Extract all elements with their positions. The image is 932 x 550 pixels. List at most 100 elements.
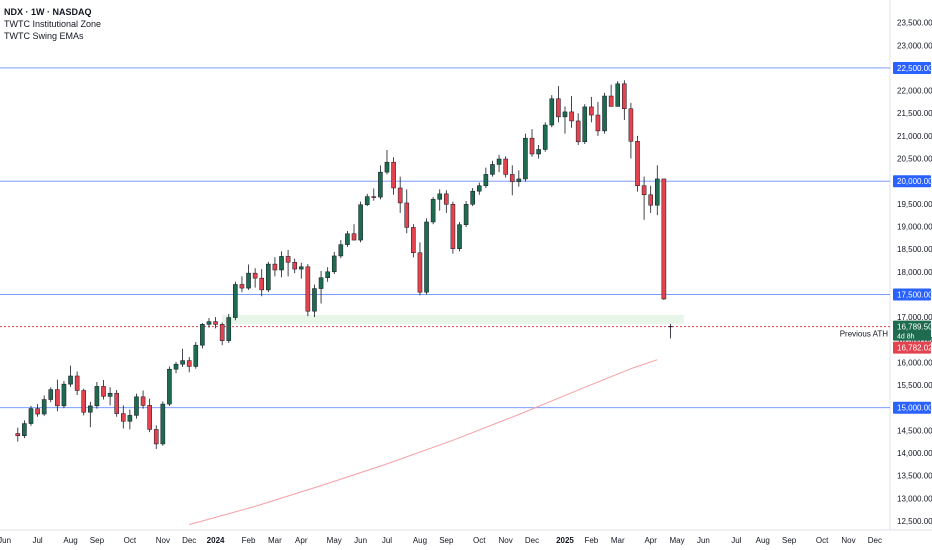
candle — [556, 86, 561, 123]
candle-body — [239, 284, 245, 289]
symbol-title[interactable]: NDX · 1W · NASDAQ — [4, 7, 92, 17]
time-tick-label: Nov — [499, 536, 513, 545]
candle-body — [200, 324, 205, 346]
candle-body — [562, 111, 568, 118]
time-tick-label: Jun — [697, 536, 710, 545]
candle-body — [635, 141, 640, 186]
time-tick-label: Apr — [644, 536, 657, 545]
candle — [233, 281, 238, 321]
price-tick-label: 23,000.00 — [897, 41, 932, 50]
candle — [160, 401, 166, 446]
candle-body — [549, 98, 555, 126]
candle — [490, 160, 495, 177]
time-tick-label: Mar — [268, 536, 282, 545]
price-tick-label: 13,500.00 — [897, 472, 932, 481]
institutional-zone — [222, 314, 684, 325]
price-tick-label: 16,000.00 — [897, 358, 932, 367]
candle — [641, 176, 647, 220]
candle — [437, 189, 443, 211]
candle-body — [523, 137, 528, 180]
candle — [608, 84, 614, 107]
candle — [345, 231, 350, 247]
candle — [114, 390, 119, 417]
candle-body — [397, 187, 403, 204]
candle-body — [28, 408, 34, 424]
price-tick-label: 20,500.00 — [897, 155, 932, 164]
candle — [41, 395, 47, 416]
candle — [536, 144, 541, 159]
price-tick-label: 23,500.00 — [897, 19, 932, 28]
candle-body — [101, 386, 106, 397]
candle-body — [252, 272, 258, 279]
time-tick-label: Feb — [584, 536, 598, 545]
candle-body — [503, 158, 508, 175]
candle — [562, 106, 568, 134]
time-tick-label: Aug — [413, 536, 427, 545]
candle — [35, 404, 40, 417]
candle — [140, 390, 146, 409]
candle-body — [81, 390, 87, 413]
candle-body — [496, 158, 502, 165]
candle-body — [371, 196, 377, 198]
candle — [74, 371, 80, 396]
candle-body — [345, 233, 350, 245]
level-price-badge: 20,000.00 — [893, 175, 932, 188]
current-price-text: 16,789.50 — [897, 323, 932, 332]
level-price-badge: 22,500.00 — [893, 61, 932, 74]
candle — [331, 251, 337, 275]
price-tick-label: 19,500.00 — [897, 200, 932, 209]
time-tick-label: Aug — [63, 536, 77, 545]
time-tick-label: Jul — [731, 536, 741, 545]
current-price-badge: 16,789.50 4d 8h — [893, 320, 932, 341]
candle — [569, 96, 574, 128]
candle-body — [160, 403, 166, 445]
price-tick-label: 14,500.00 — [897, 426, 932, 435]
level-badge-text: 17,500.00 — [897, 290, 932, 299]
candle — [259, 269, 265, 297]
candle — [134, 393, 139, 419]
candle — [22, 420, 27, 439]
candle — [279, 251, 284, 278]
candle — [444, 190, 449, 213]
candle-body — [298, 266, 304, 270]
candle-body — [48, 389, 54, 400]
candle — [549, 95, 555, 128]
candle — [28, 405, 34, 426]
candle — [582, 104, 588, 145]
candle-body — [68, 375, 73, 385]
price-tick-label: 12,500.00 — [897, 517, 932, 526]
candle-body — [490, 164, 495, 175]
candle — [81, 388, 87, 416]
time-tick-label: Jun — [354, 536, 367, 545]
time-tick-label: Apr — [295, 536, 308, 545]
candle-body — [134, 396, 139, 416]
candle — [615, 81, 621, 107]
candle-body — [55, 389, 60, 407]
candle-body — [378, 171, 383, 198]
low-price-badge: 16,782.02 — [893, 341, 932, 354]
candle — [153, 425, 159, 449]
time-tick-label: Mar — [611, 536, 625, 545]
candle-body — [35, 408, 40, 415]
indicator-swing-emas[interactable]: TWTC Swing EMAs — [4, 31, 84, 41]
price-tick-label: 19,000.00 — [897, 222, 932, 231]
candle — [602, 92, 607, 134]
candle-body — [661, 178, 667, 300]
candle-body — [437, 193, 443, 200]
candle — [417, 242, 423, 296]
candle-body — [140, 396, 146, 406]
indicator-institutional-zone[interactable]: TWTC Institutional Zone — [4, 19, 102, 29]
time-tick-label: Sep — [439, 536, 454, 545]
candle — [648, 185, 653, 213]
candle — [68, 365, 73, 387]
price-tick-label: 21,000.00 — [897, 132, 932, 141]
candle-body — [648, 194, 653, 206]
level-badge-text: 20,000.00 — [897, 177, 932, 186]
candle-body — [114, 392, 119, 414]
candle-body — [516, 178, 522, 182]
time-tick-label: Feb — [242, 536, 256, 545]
price-tick-label: 17,000.00 — [897, 313, 932, 322]
candle-body — [582, 106, 588, 143]
